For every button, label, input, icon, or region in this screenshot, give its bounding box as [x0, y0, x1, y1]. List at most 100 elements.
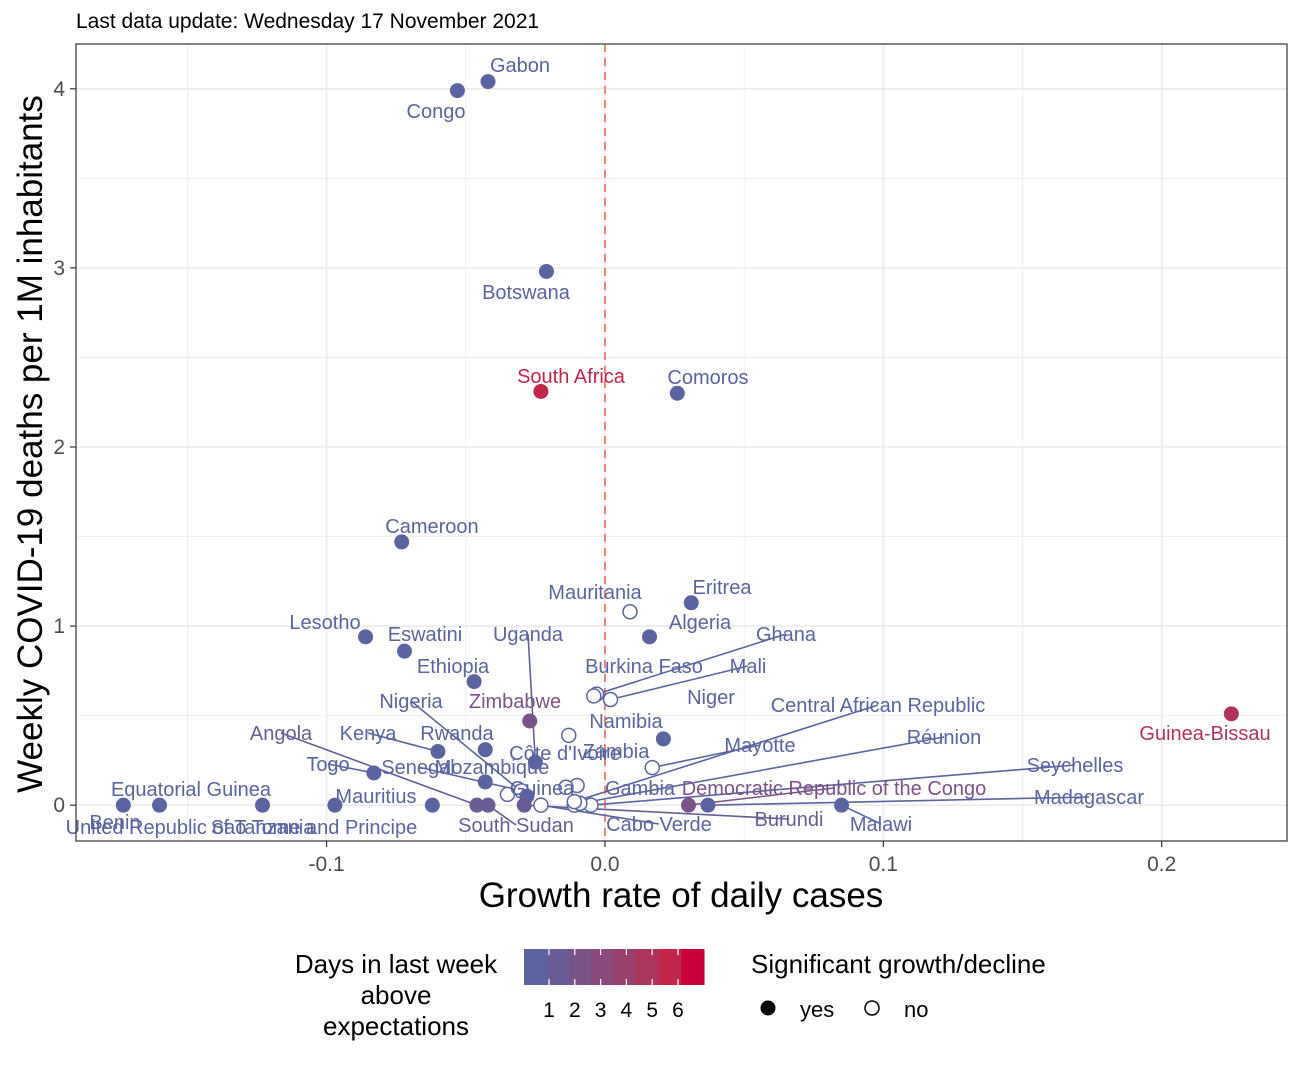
point-label-burkina-faso: Burkina Faso [585, 656, 703, 678]
colorbar-segment [569, 949, 592, 985]
point-uganda[interactable] [527, 754, 543, 770]
y-tick-label: 1 [53, 615, 65, 638]
point-benin[interactable] [115, 797, 131, 813]
point-label-seychelles: Seychelles [1027, 755, 1124, 777]
point-label-equatorial-guinea: Equatorial Guinea [111, 779, 272, 801]
leader-line-ghana [596, 633, 787, 695]
point-burkina-faso[interactable] [586, 688, 602, 704]
point-mali[interactable] [602, 691, 619, 708]
colorbar-segment [636, 949, 660, 985]
leader-line-seychelles [590, 764, 1076, 806]
point-label-central-african-republic: Central African Republic [771, 695, 986, 717]
point-namibia[interactable] [561, 727, 577, 744]
point-central-african-republic[interactable] [566, 793, 583, 810]
point-labels: Gabon Congo Botswana South Africa Comoros Cam… [66, 55, 1271, 839]
point-zimbabwe[interactable] [522, 713, 538, 729]
point-label-togo: Togo [306, 754, 349, 776]
point-label-mauritius: Mauritius [335, 786, 416, 808]
colorbar-segment [591, 949, 615, 985]
shape-legend-label: no [904, 997, 928, 1022]
point-label-malawi: Malawi [850, 814, 912, 836]
point-cabo-verde[interactable] [533, 797, 549, 813]
point-congo[interactable] [449, 83, 465, 99]
shape-legend-label: yes [800, 997, 834, 1022]
point-label-congo: Congo [407, 101, 466, 123]
point-eswatini[interactable] [397, 643, 413, 659]
colorbar-label: 4 [621, 999, 633, 1022]
point-madagascar[interactable] [700, 797, 716, 813]
colorbar-segment [546, 949, 570, 985]
point-niger[interactable] [655, 731, 671, 747]
point-togo[interactable] [366, 765, 382, 781]
point-democratic-republic-of-the-congo[interactable] [680, 797, 696, 813]
point-label-benin: Benin [89, 812, 140, 834]
point-label-south-africa: South Africa [517, 366, 626, 388]
point-united-republic-of-tanzania[interactable] [152, 797, 168, 813]
point-equatorial-guinea[interactable] [255, 797, 271, 813]
leader-line-reunion [579, 736, 945, 805]
point-label-eritrea: Eritrea [693, 577, 753, 599]
colorbar-label: 1 [543, 999, 555, 1022]
y-axis-title: Weekly COVID-19 deaths per 1M inhabitant… [11, 95, 50, 793]
point-label-mali: Mali [730, 656, 767, 678]
colorbar-segment [659, 949, 682, 985]
point-south-africa[interactable] [533, 383, 549, 399]
point-label-zimbabwe: Zimbabwe [469, 691, 561, 713]
color-legend-title-line: expectations [323, 1011, 469, 1041]
leader-line-central-african-republic [574, 704, 879, 803]
leader-lines [280, 633, 1090, 826]
point-botswana[interactable] [538, 263, 554, 279]
point-cote-d-ivoire[interactable] [558, 779, 574, 796]
y-tick-label: 3 [53, 257, 65, 280]
point-mauritania[interactable] [622, 604, 638, 620]
point-label-mauritania: Mauritania [548, 582, 642, 604]
point-label-united-republic-of-tanzania: United Republic of Tanzania [66, 817, 316, 839]
point-south-sudan[interactable] [480, 797, 496, 813]
point-label-madagascar: Madagascar [1034, 787, 1144, 809]
axes: -0.1 0.0 0.1 0.2 0 1 2 3 4 [53, 78, 1176, 876]
leader-line-mali [610, 665, 749, 701]
point-malawi[interactable] [834, 797, 850, 813]
point-guinea-bissau[interactable] [1223, 706, 1239, 722]
shape-legend-title: Significant growth/decline [751, 949, 1046, 979]
point-label-south-sudan: South Sudan [458, 815, 574, 837]
point-ethiopia[interactable] [466, 674, 482, 690]
x-tick-label: -0.1 [308, 853, 344, 876]
x-axis-title: Growth rate of daily cases [479, 876, 884, 915]
point-label-gabon: Gabon [490, 55, 550, 77]
point-angola[interactable] [469, 797, 485, 813]
point-cameroon[interactable] [394, 534, 410, 550]
point-eritrea[interactable] [683, 595, 699, 611]
point-label-sao-tome-and-principe: Sao Tome and Principe [211, 817, 417, 839]
point-mozambique[interactable] [477, 774, 493, 790]
point-sao-tome-and-principe[interactable] [424, 797, 440, 813]
point-comoros[interactable] [669, 385, 685, 401]
point-label-mayotte: Mayotte [724, 735, 795, 757]
y-tick-label: 2 [53, 436, 65, 459]
point-label-kenya: Kenya [340, 723, 398, 745]
point-label-lesotho: Lesotho [289, 612, 360, 634]
leader-line-kenya [367, 732, 439, 753]
shape-legend-key-filled [760, 1000, 776, 1016]
point-mauritius[interactable] [327, 797, 343, 813]
point-label-burundi: Burundi [755, 809, 824, 831]
point-algeria[interactable] [641, 629, 657, 645]
point-kenya[interactable] [430, 743, 446, 759]
chart-subtitle: Last data update: Wednesday 17 November … [76, 10, 539, 33]
point-lesotho[interactable] [358, 629, 374, 645]
y-tick-label: 0 [53, 794, 65, 817]
point-rwanda[interactable] [477, 742, 493, 758]
point-label-cote-d-ivoire: Côte d'Ivoire [509, 743, 621, 765]
color-legend-title-line: Days in last week [295, 949, 498, 979]
point-gabon[interactable] [480, 74, 496, 90]
point-label-botswana: Botswana [482, 282, 571, 304]
point-burundi[interactable] [516, 797, 532, 813]
leader-line-senegal [417, 766, 522, 792]
point-mayotte[interactable] [644, 759, 661, 776]
point-label-guinea: Guinea [510, 778, 575, 800]
x-tick-label: 0.2 [1147, 853, 1176, 876]
point-guinea[interactable] [499, 786, 516, 803]
